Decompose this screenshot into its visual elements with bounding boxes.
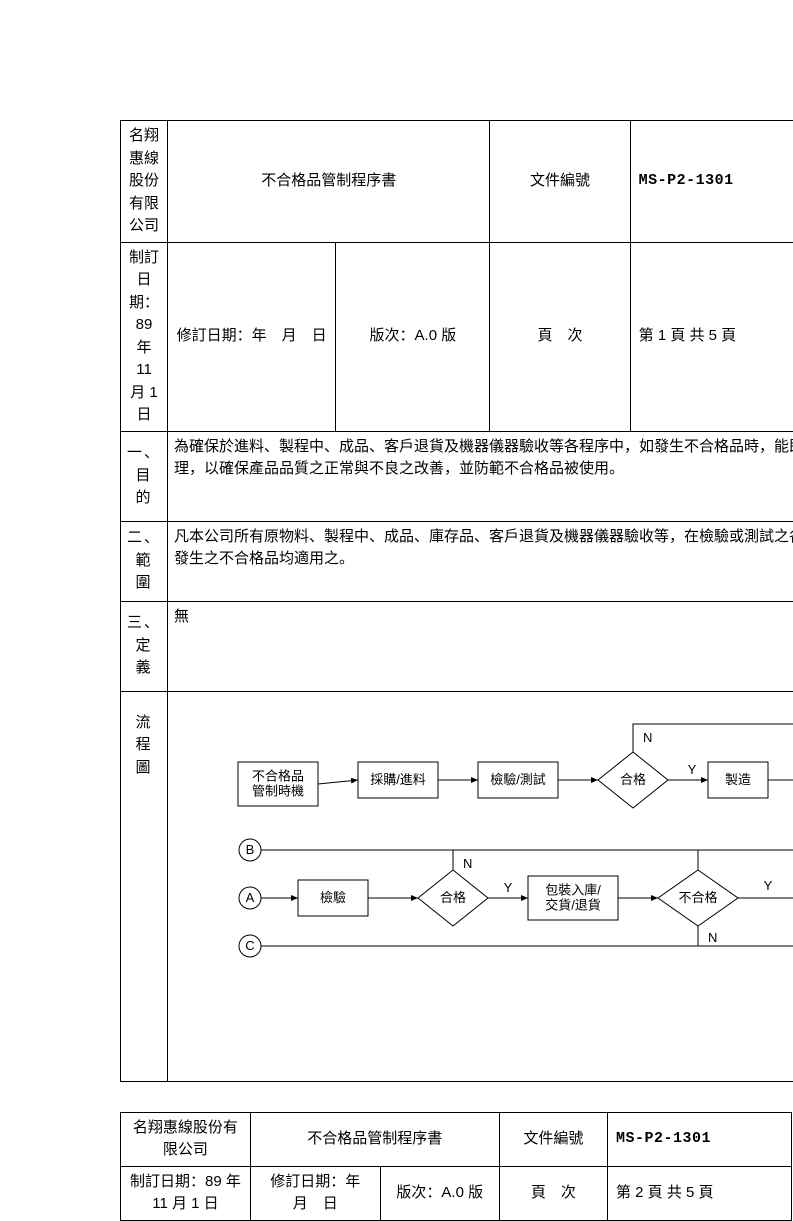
svg-text:N: N	[708, 930, 717, 945]
issue-label: 制訂日期：	[129, 249, 159, 311]
version: 版次：A.0 版	[336, 242, 490, 431]
section-1-body: 為確保於進料、製程中、成品、客戶退貨及機器儀器驗收等各程序中，如發生不合格品時，…	[168, 431, 793, 521]
issue-date: 制訂日期： 89 年 11 月 1 日	[121, 242, 168, 431]
svg-text:合格: 合格	[440, 890, 466, 905]
svg-text:N: N	[643, 730, 652, 745]
doc-title-2: 不合格品管制程序書	[250, 1112, 499, 1166]
section-3-label: 三、定 義	[121, 601, 168, 691]
flowchart-container: 不合格品管制時機採購/進料檢驗/測試合格製造檢驗BAC檢驗合格包裝入庫/交貨/退…	[168, 692, 793, 1072]
rev-label-2: 修訂日期：	[270, 1173, 345, 1190]
version-label: 版次：	[370, 327, 415, 344]
doc-title: 不合格品管制程序書	[168, 121, 490, 243]
section-2-body: 凡本公司所有原物料、製程中、成品、庫存品、客戶退貨及機器儀器驗收等，在檢驗或測試…	[168, 521, 793, 601]
doc-no: MS-P2-1301	[630, 121, 793, 243]
page-label: 頁 次	[490, 242, 630, 431]
svg-text:採購/進料: 採購/進料	[370, 772, 426, 787]
company-cell: 名翔惠線股份有限公司	[121, 121, 168, 243]
svg-text:Y: Y	[504, 880, 513, 895]
version-label-2: 版次：	[396, 1184, 441, 1201]
rev-date-2: 修訂日期：年 月 日	[250, 1166, 380, 1220]
svg-text:C: C	[245, 938, 254, 953]
flowchart-svg: 不合格品管制時機採購/進料檢驗/測試合格製造檢驗BAC檢驗合格包裝入庫/交貨/退…	[168, 692, 793, 1072]
svg-text:管制時機: 管制時機	[252, 783, 304, 798]
rev-date: 修訂日期：年 月 日	[168, 242, 336, 431]
doc-no-2: MS-P2-1301	[607, 1112, 791, 1166]
svg-text:包裝入庫/: 包裝入庫/	[545, 882, 601, 897]
page-num-1: 第 1 頁 共 5 頁	[630, 242, 793, 431]
doc-no-label: 文件編號	[490, 121, 630, 243]
page-label-2: 頁 次	[499, 1166, 607, 1220]
svg-text:交貨/退貨: 交貨/退貨	[545, 897, 601, 912]
rev-date-val: 年 月 日	[252, 327, 327, 344]
section-3-body: 無	[168, 601, 793, 691]
svg-text:檢驗: 檢驗	[320, 890, 346, 905]
rev-label: 修訂日期：	[177, 327, 252, 344]
section-2-label: 二、範 圍	[121, 521, 168, 601]
page-num-2: 第 2 頁 共 5 頁	[607, 1166, 791, 1220]
svg-text:B: B	[246, 842, 255, 857]
version-2: 版次：A.0 版	[380, 1166, 499, 1220]
header-table-page2: 名翔惠線股份有限公司 不合格品管制程序書 文件編號 MS-P2-1301 制訂日…	[120, 1112, 792, 1221]
issue-label-2: 制訂日期：	[130, 1173, 205, 1190]
version-val: A.0 版	[415, 327, 457, 344]
svg-text:製造: 製造	[725, 772, 751, 787]
svg-text:Y: Y	[688, 762, 697, 777]
company-cell-2: 名翔惠線股份有限公司	[121, 1112, 251, 1166]
issue-date-val: 89 年 11 月 1 日	[130, 316, 158, 423]
svg-text:合格: 合格	[620, 772, 646, 787]
svg-text:A: A	[246, 890, 255, 905]
issue-date-2: 制訂日期：89 年 11 月 1 日	[121, 1166, 251, 1220]
version-val-2: A.0 版	[441, 1184, 483, 1201]
svg-text:Y: Y	[764, 878, 773, 893]
doc-no-label-2: 文件編號	[499, 1112, 607, 1166]
section-4-label: 流 程 圖	[121, 691, 168, 1081]
section-1-label: 一、目 的	[121, 431, 168, 521]
svg-text:不合格品: 不合格品	[252, 768, 304, 783]
svg-text:檢驗/測試: 檢驗/測試	[490, 772, 546, 787]
header-table-page1: 名翔惠線股份有限公司 不合格品管制程序書 文件編號 MS-P2-1301 制訂日…	[120, 120, 793, 1082]
svg-text:N: N	[463, 856, 472, 871]
svg-text:不合格: 不合格	[679, 890, 718, 905]
